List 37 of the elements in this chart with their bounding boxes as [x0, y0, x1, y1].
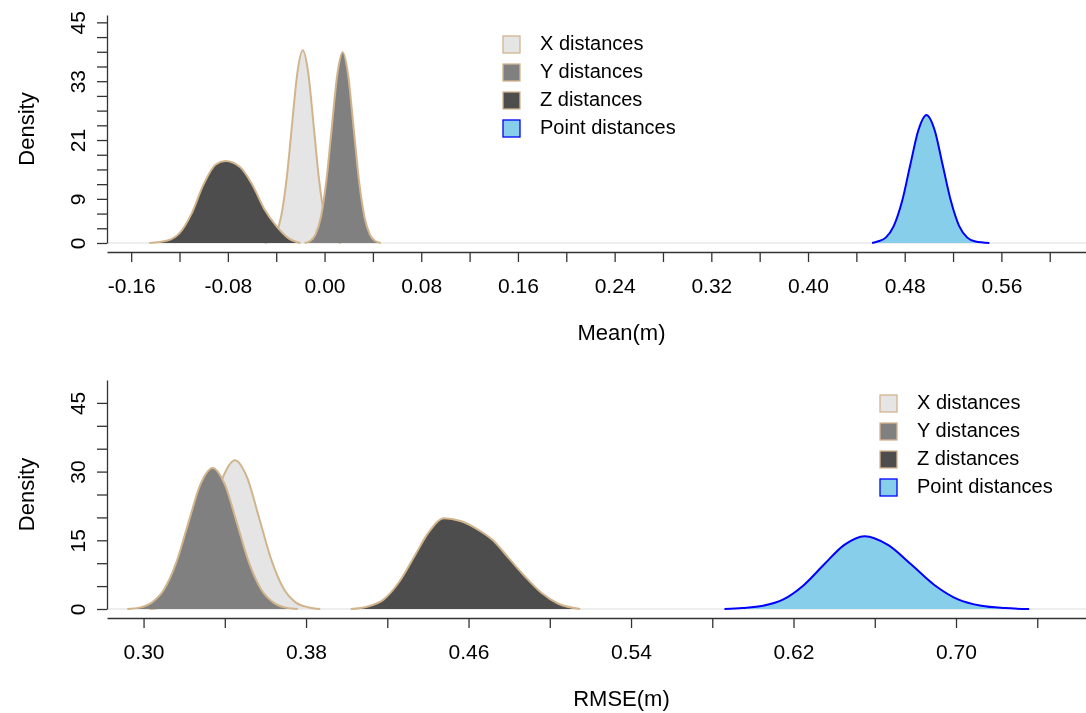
legend-label: Point distances	[917, 475, 1053, 498]
x-tick-label: 0.24	[594, 274, 636, 298]
y-axis-title: Density	[14, 457, 39, 532]
x-tick-label: 0.48	[884, 274, 926, 298]
legend-label: Y distances	[540, 60, 644, 83]
x-tick-label: 0.38	[286, 640, 327, 664]
x-tick-label: 0.46	[448, 640, 490, 664]
legend-label: Z distances	[540, 88, 643, 111]
x-axis-title: RMSE(m)	[573, 686, 670, 711]
x-tick-label: -0.16	[107, 274, 156, 298]
y-tick-label: 33	[66, 70, 89, 94]
x-tick-label: 0.32	[691, 274, 733, 298]
y-tick-label: 45	[66, 391, 89, 416]
legend-label: Point distances	[540, 116, 676, 139]
y-tick-label: 15	[66, 529, 89, 553]
x-tick-label: 0.30	[123, 640, 165, 664]
y-tick-label: 9	[66, 193, 89, 206]
legend-label: Z distances	[917, 447, 1020, 470]
legend-label: X distances	[540, 32, 644, 55]
y-tick-label: 0	[66, 603, 89, 616]
y-tick-label: 30	[66, 460, 89, 484]
x-tick-label: 0.56	[981, 274, 1023, 298]
x-tick-label: 0.16	[498, 274, 539, 298]
x-tick-label: 0.08	[401, 274, 443, 298]
legend-label: Y distances	[917, 419, 1021, 442]
y-tick-label: 0	[66, 237, 89, 250]
y-tick-label: 21	[66, 128, 89, 153]
legend-label: X distances	[917, 391, 1021, 414]
y-axis-title: Density	[14, 92, 39, 166]
x-tick-label: 0.00	[304, 274, 346, 298]
x-tick-label: 0.70	[936, 640, 977, 664]
x-tick-label: 0.62	[773, 640, 815, 664]
text: -0.08	[204, 274, 253, 298]
x-tick-label: 0.54	[611, 640, 653, 664]
x-tick-label: 0.40	[788, 274, 829, 298]
x-axis-title: Mean(m)	[577, 320, 666, 345]
y-tick-label: 45	[66, 11, 89, 35]
